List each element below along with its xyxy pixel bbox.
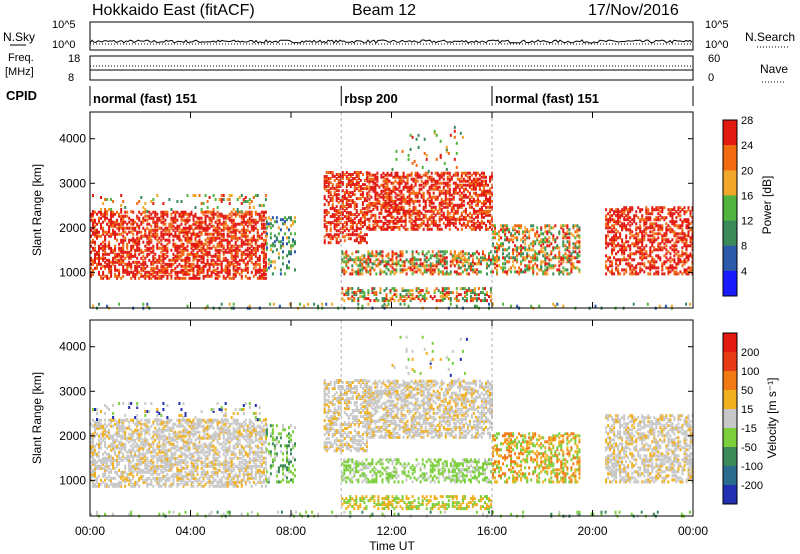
colorbar-tick-label: 200: [741, 347, 759, 359]
y-tick-label: 4000: [59, 340, 86, 354]
velocity-panel: 1000 2000 3000 4000 Slant Range [km] 200 100…: [30, 319, 779, 518]
colorbar-step: [723, 390, 737, 410]
nave-label: Nave: [760, 62, 788, 76]
freq-left-tick-top: 18: [68, 53, 80, 65]
power-heatmap: [90, 112, 694, 310]
noise-left-tick-top: 10^5: [52, 19, 76, 31]
colorbar-tick-label: -200: [741, 480, 763, 492]
colorbar-tick-label: 24: [741, 140, 753, 152]
x-tick-label: 16:00: [477, 524, 507, 538]
noise-right-tick-top: 10^5: [705, 19, 729, 31]
power-colorbar-label: Power [dB]: [760, 176, 774, 235]
y-tick-label: 4000: [59, 132, 86, 146]
power-colorbar: 4 8 12 16 20 24 28: [722, 115, 753, 297]
colorbar-step: [723, 485, 737, 505]
y-tick-label: 3000: [59, 176, 86, 190]
colorbar-tick-label: 8: [741, 241, 747, 253]
velocity-y-ticks: 1000 2000 3000 4000: [59, 340, 693, 487]
noise-left-tick-bottom: 10^0: [52, 39, 76, 51]
date-title: 17/Nov/2016: [588, 2, 679, 19]
velocity-colorbar: 200 100 50 15 -15 -50 -100 -200: [722, 332, 763, 505]
x-tick-label: 20:00: [577, 524, 607, 538]
colorbar-tick-label: 50: [741, 385, 753, 397]
x-axis-label: Time UT: [369, 539, 415, 553]
colorbar-tick-label: -50: [741, 442, 757, 454]
power-y-ticks: 1000 2000 3000 4000: [59, 132, 693, 279]
power-ylabel: Slant Range [km]: [30, 164, 44, 256]
colorbar-tick-label: 100: [741, 366, 759, 378]
freq-left-tick-bottom: 8: [68, 72, 74, 84]
noise-left-label: N.Sky: [3, 30, 35, 44]
colorbar-step: [723, 170, 737, 196]
power-panel: 1000 2000 3000 4000 Slant Range [km] 4 8 12 16…: [30, 111, 774, 310]
cpid-row: CPID normal (fast) 151 rbsp 200 normal (fa…: [6, 86, 694, 106]
noise-right-label: N.Search: [745, 30, 795, 44]
cpid-label: CPID: [6, 88, 37, 103]
power-frame: [89, 111, 694, 309]
colorbar-step: [723, 145, 737, 171]
x-tick-label: 00:00: [678, 524, 708, 538]
cpid-segment-2: normal (fast) 151: [495, 91, 599, 106]
y-tick-label: 1000: [59, 473, 86, 487]
beam-title: Beam 12: [352, 2, 416, 19]
colorbar-step: [723, 409, 737, 429]
colorbar-tick-label: 15: [741, 404, 753, 416]
nave-right-tick-top: 60: [708, 53, 720, 65]
colorbar-tick-label: 20: [741, 165, 753, 177]
y-tick-label: 1000: [59, 265, 86, 279]
colorbar-step: [723, 245, 737, 272]
colorbar-step: [723, 352, 737, 372]
colorbar-step: [723, 428, 737, 448]
cpid-segment-1: rbsp 200: [344, 91, 397, 106]
colorbar-tick-label: -15: [741, 423, 757, 435]
y-tick-label: 2000: [59, 221, 86, 235]
noise-sky-trace: [89, 39, 693, 44]
x-tick-label: 08:00: [276, 524, 306, 538]
x-tick-label: 12:00: [376, 524, 406, 538]
colorbar-tick-label: -100: [741, 461, 763, 473]
x-tick-label: 00:00: [75, 524, 105, 538]
colorbar-tick-label: 16: [741, 190, 753, 202]
frequency-panel: Freq. [MHz] 18 8 60 0 Nave: [5, 52, 788, 84]
noise-right-tick-bottom: 10^0: [705, 39, 729, 51]
colorbar-step: [723, 333, 737, 353]
colorbar-step: [723, 195, 737, 221]
velocity-heatmap: [90, 320, 694, 518]
y-tick-label: 2000: [59, 429, 86, 443]
colorbar-step: [723, 447, 737, 467]
station-title: Hokkaido East (fitACF): [92, 2, 255, 19]
colorbar-step: [723, 466, 737, 486]
colorbar-tick-label: 12: [741, 216, 753, 228]
nave-right-tick-bottom: 0: [708, 72, 714, 84]
colorbar-step: [723, 270, 737, 297]
x-axis: 00:00 04:00 08:00 12:00 16:00 20:00 00:00: [75, 112, 708, 538]
colorbar-tick-label: 4: [741, 266, 747, 278]
colorbar-step: [723, 120, 737, 146]
cpid-segment-0: normal (fast) 151: [93, 91, 197, 106]
x-tick-label: 04:00: [175, 524, 205, 538]
colorbar-step: [723, 220, 737, 247]
colorbar-step: [723, 371, 737, 391]
colorbar-tick-label: 28: [741, 115, 753, 127]
freq-label-2: [MHz]: [5, 66, 34, 78]
y-tick-label: 3000: [59, 384, 86, 398]
velocity-colorbar-label: Velocity [m s⁻¹]: [765, 377, 779, 458]
noise-panel: N.Sky 10^5 10^0 10^5 10^0 N.Search: [3, 19, 795, 51]
freq-label-1: Freq.: [8, 52, 34, 64]
velocity-ylabel: Slant Range [km]: [30, 372, 44, 464]
